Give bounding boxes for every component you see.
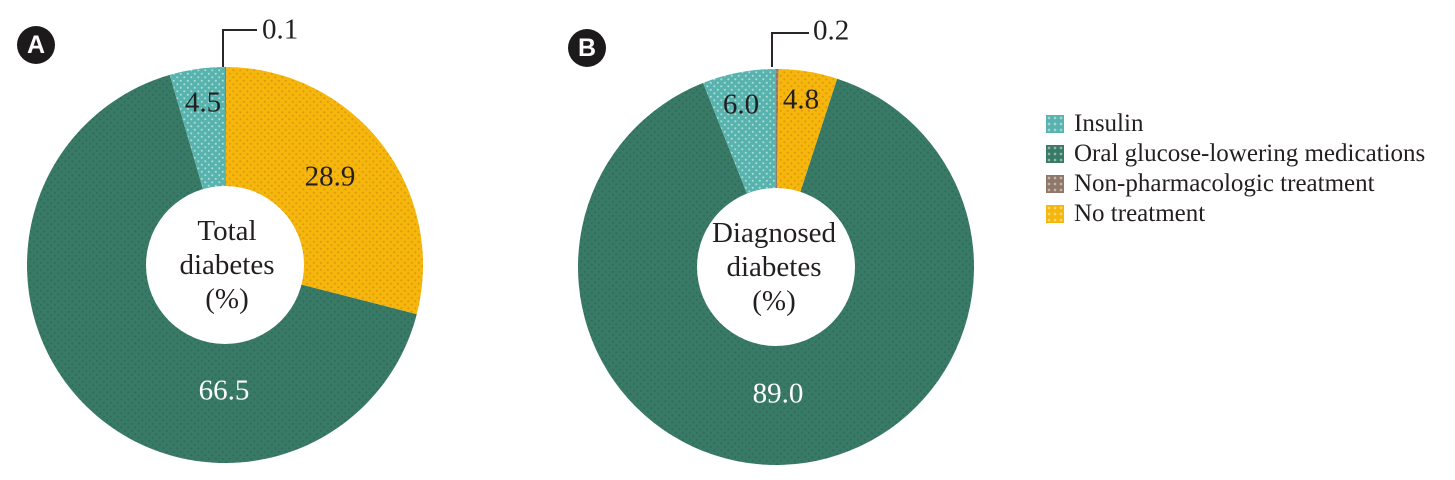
center-line: (%) (752, 285, 796, 317)
donut-chart-diagnosed-diabetes (577, 69, 974, 465)
legend-item-insulin: Insulin (1046, 109, 1425, 137)
slice-value-oral-b: 89.0 (752, 377, 804, 410)
center-line: Total (197, 215, 257, 247)
donut-center-title-a: Total diabetes (%) (179, 214, 274, 316)
panel-b-badge: B (568, 29, 606, 67)
callout-line-nonpharm-b (771, 32, 809, 67)
legend-label: Non-pharmacologic treatment (1074, 169, 1375, 197)
slice-value-insulin-b: 6.0 (722, 88, 760, 121)
center-line: (%) (205, 283, 249, 315)
slice-value-oral-a: 66.5 (198, 374, 250, 407)
slice-value-no-treatment-b: 4.8 (782, 83, 820, 116)
slice-value-no-treatment-a: 28.9 (304, 160, 356, 193)
slice-value-insulin-a: 4.5 (184, 86, 222, 119)
legend-swatch-no-treatment (1046, 204, 1064, 223)
donut-center-title-b: Diagnosed diabetes (%) (712, 216, 836, 318)
donut-hole (697, 188, 855, 346)
callout-value-nonpharm-b: 0.2 (813, 14, 850, 47)
legend: Insulin Oral glucose-lowering medication… (1046, 109, 1426, 232)
callout-line-nonpharm-a (222, 29, 257, 69)
legend-item-oral: Oral glucose-lowering medications (1046, 139, 1426, 167)
legend-swatch-nonpharm (1046, 174, 1064, 193)
legend-swatch-insulin (1046, 114, 1064, 133)
legend-label: No treatment (1074, 199, 1206, 227)
donut-hole (146, 186, 304, 344)
center-line: diabetes (179, 249, 275, 281)
center-line: diabetes (726, 251, 822, 283)
center-line: Diagnosed (711, 217, 837, 249)
callout-value-nonpharm-a: 0.1 (262, 13, 299, 46)
legend-label: Oral glucose-lowering medications (1074, 139, 1426, 167)
legend-label: Insulin (1074, 109, 1144, 137)
legend-item-nonpharm: Non-pharmacologic treatment (1046, 169, 1425, 197)
legend-swatch-oral (1046, 144, 1064, 163)
legend-item-no-treatment: No treatment (1046, 199, 1425, 227)
donut-chart-total-diabetes (27, 66, 424, 463)
panel-a-badge: A (17, 26, 55, 64)
